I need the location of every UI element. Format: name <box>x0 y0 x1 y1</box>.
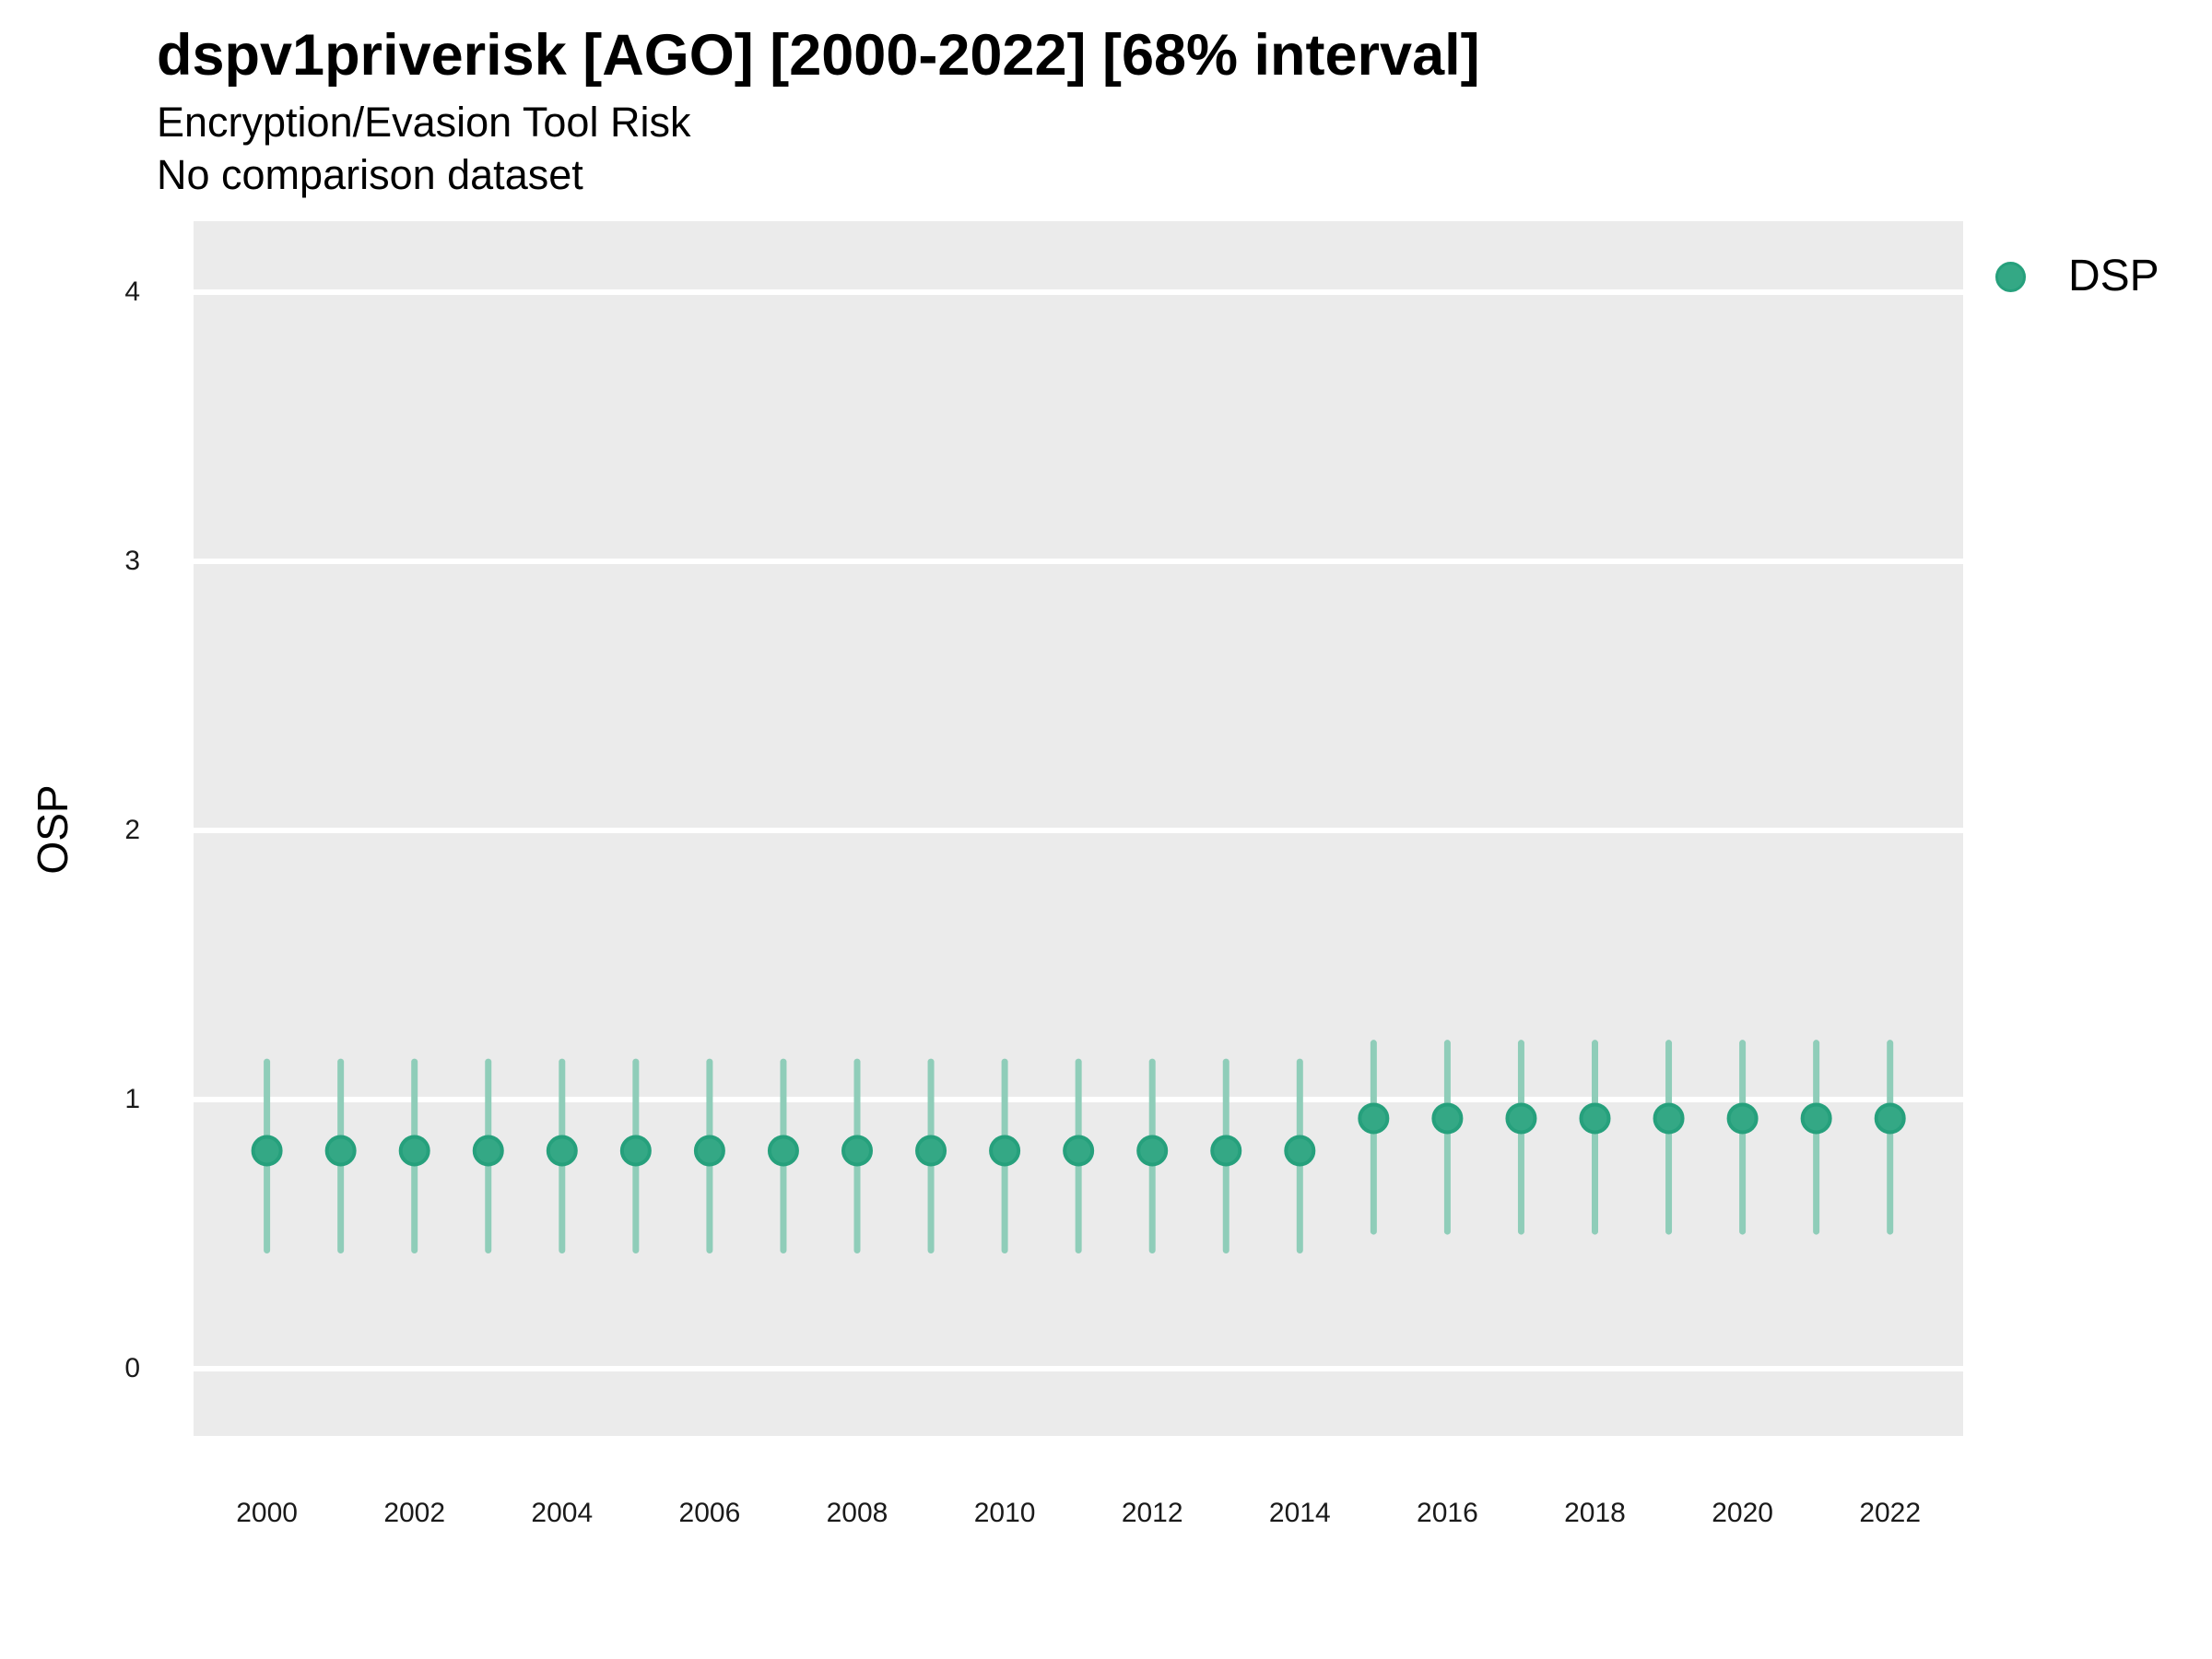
data-point <box>1653 1102 1685 1135</box>
x-tick-label: 2016 <box>1417 1498 1478 1528</box>
data-point <box>1874 1102 1906 1135</box>
chart-subtitle: Encryption/Evasion Tool Risk <box>157 99 691 146</box>
data-point <box>693 1135 725 1167</box>
data-point <box>546 1135 578 1167</box>
data-point <box>472 1135 504 1167</box>
chart-canvas <box>194 221 1963 1436</box>
x-tick-label: 2012 <box>1121 1498 1183 1528</box>
data-point <box>767 1135 799 1167</box>
data-point <box>1431 1102 1464 1135</box>
data-point <box>251 1135 283 1167</box>
data-point <box>619 1135 652 1167</box>
legend-label: DSP <box>2068 252 2159 300</box>
x-tick-label: 2004 <box>531 1498 594 1528</box>
data-point <box>1579 1102 1611 1135</box>
x-tick-label: 2008 <box>826 1498 888 1528</box>
chart-title: dspv1priverisk [AGO] [2000-2022] [68% in… <box>157 23 1480 88</box>
data-point <box>1063 1135 1095 1167</box>
x-tick-label: 2000 <box>236 1498 298 1528</box>
x-tick-label: 2002 <box>383 1498 446 1528</box>
y-tick-label: 1 <box>124 1084 140 1114</box>
data-point <box>324 1135 357 1167</box>
legend-dot-icon <box>1995 261 2026 292</box>
y-tick-label: 2 <box>124 815 140 845</box>
y-tick-label: 0 <box>124 1353 140 1383</box>
data-point <box>398 1135 430 1167</box>
x-tick-label: 2022 <box>1859 1498 1922 1528</box>
legend: DSP <box>1995 249 2159 304</box>
x-tick-label: 2006 <box>678 1498 741 1528</box>
y-tick-label: 3 <box>124 546 140 576</box>
data-point <box>1284 1135 1316 1167</box>
x-tick-label: 2010 <box>973 1498 1036 1528</box>
data-point <box>1358 1102 1390 1135</box>
y-tick-label: 4 <box>124 276 140 307</box>
data-point <box>1800 1102 1832 1135</box>
data-point <box>915 1135 947 1167</box>
data-point <box>1136 1135 1169 1167</box>
data-point <box>1726 1102 1759 1135</box>
data-point <box>989 1135 1021 1167</box>
x-tick-label: 2018 <box>1564 1498 1626 1528</box>
data-point <box>1210 1135 1242 1167</box>
x-tick-label: 2014 <box>1268 1498 1331 1528</box>
data-point <box>1505 1102 1537 1135</box>
data-point <box>841 1135 873 1167</box>
comparison-note: No comparison dataset <box>157 151 583 198</box>
x-tick-label: 2020 <box>1712 1498 1773 1528</box>
